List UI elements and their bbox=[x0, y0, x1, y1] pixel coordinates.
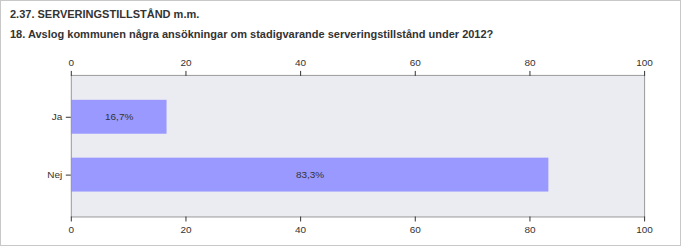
svg-text:0: 0 bbox=[69, 224, 75, 235]
html-text:2.37. SERVERINGSTILLSTÅND m.m.: 2.37. SERVERINGSTILLSTÅND m.m. bbox=[10, 8, 200, 20]
svg-text:20: 20 bbox=[180, 224, 192, 235]
svg-text:16,7%: 16,7% bbox=[105, 111, 133, 122]
svg-text:100: 100 bbox=[636, 224, 653, 235]
svg-text:80: 80 bbox=[524, 224, 536, 235]
svg-text:40: 40 bbox=[295, 57, 307, 68]
svg-text:Nej: Nej bbox=[47, 169, 62, 180]
svg-text:60: 60 bbox=[410, 224, 422, 235]
svg-text:20: 20 bbox=[180, 57, 192, 68]
svg-text:80: 80 bbox=[524, 57, 536, 68]
svg-text:60: 60 bbox=[410, 57, 422, 68]
svg-text:40: 40 bbox=[295, 224, 307, 235]
svg-text:83,3%: 83,3% bbox=[296, 169, 324, 180]
html-text:18. Avslog kommunen några ansö: 18. Avslog kommunen några ansökningar om… bbox=[10, 28, 494, 40]
svg-text:0: 0 bbox=[69, 57, 75, 68]
svg-text:100: 100 bbox=[636, 57, 653, 68]
svg-text:Ja: Ja bbox=[52, 111, 63, 122]
